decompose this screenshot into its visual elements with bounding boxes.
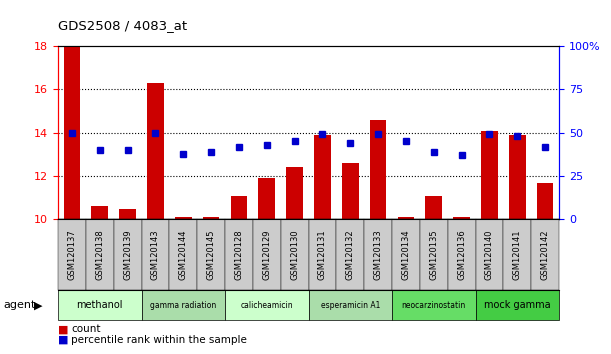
Bar — [64, 46, 80, 219]
Text: ■: ■ — [58, 335, 68, 345]
Text: count: count — [71, 324, 101, 334]
Bar — [509, 135, 525, 219]
Text: calicheamicin: calicheamicin — [241, 301, 293, 310]
Text: GSM120129: GSM120129 — [262, 230, 271, 280]
Text: GSM120138: GSM120138 — [95, 229, 104, 280]
Text: methanol: methanol — [76, 300, 123, 310]
Bar — [175, 217, 192, 219]
Bar — [258, 178, 275, 219]
Text: GSM120137: GSM120137 — [67, 229, 76, 280]
Text: neocarzinostatin: neocarzinostatin — [401, 301, 466, 310]
Bar — [314, 135, 331, 219]
Bar — [370, 120, 387, 219]
Bar — [147, 83, 164, 219]
Text: GSM120139: GSM120139 — [123, 229, 132, 280]
Bar — [92, 206, 108, 219]
Bar — [453, 217, 470, 219]
Bar — [287, 167, 303, 219]
Text: GSM120134: GSM120134 — [401, 229, 411, 280]
Bar — [342, 163, 359, 219]
Text: gamma radiation: gamma radiation — [150, 301, 216, 310]
Text: GSM120135: GSM120135 — [430, 229, 438, 280]
Text: GSM120131: GSM120131 — [318, 229, 327, 280]
Bar — [203, 217, 219, 219]
Bar — [119, 209, 136, 219]
Text: GSM120132: GSM120132 — [346, 229, 355, 280]
Text: GSM120143: GSM120143 — [151, 229, 160, 280]
Text: ▶: ▶ — [34, 300, 42, 310]
Bar — [230, 196, 247, 219]
Bar — [398, 217, 414, 219]
Text: GSM120136: GSM120136 — [457, 229, 466, 280]
Text: mock gamma: mock gamma — [484, 300, 551, 310]
Text: GSM120130: GSM120130 — [290, 229, 299, 280]
Text: GSM120141: GSM120141 — [513, 230, 522, 280]
Text: percentile rank within the sample: percentile rank within the sample — [71, 335, 247, 345]
Text: GDS2508 / 4083_at: GDS2508 / 4083_at — [58, 19, 187, 33]
Text: GSM120142: GSM120142 — [541, 230, 550, 280]
Text: GSM120144: GSM120144 — [179, 230, 188, 280]
Text: GSM120145: GSM120145 — [207, 230, 216, 280]
Bar — [481, 131, 498, 219]
Bar — [425, 196, 442, 219]
Text: GSM120128: GSM120128 — [235, 229, 243, 280]
Text: esperamicin A1: esperamicin A1 — [321, 301, 380, 310]
Text: ■: ■ — [58, 324, 68, 334]
Text: GSM120140: GSM120140 — [485, 230, 494, 280]
Text: agent: agent — [3, 300, 35, 310]
Bar — [537, 183, 554, 219]
Text: GSM120133: GSM120133 — [374, 229, 382, 280]
